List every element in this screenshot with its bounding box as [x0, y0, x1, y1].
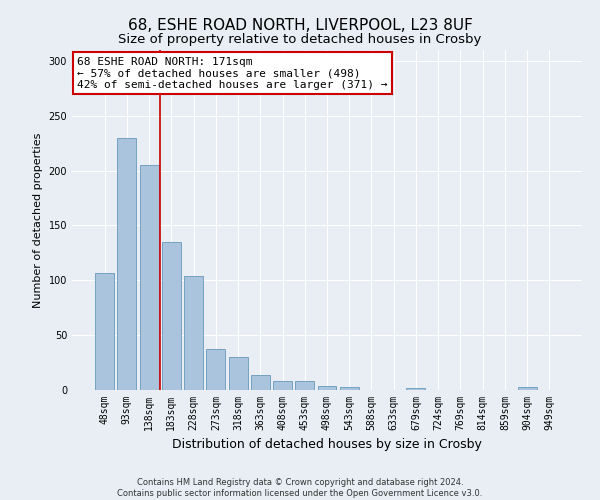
Bar	[406, 388, 425, 390]
Bar	[295, 381, 314, 390]
Bar	[162, 242, 181, 390]
Bar	[251, 374, 270, 390]
Text: Contains HM Land Registry data © Crown copyright and database right 2024.
Contai: Contains HM Land Registry data © Crown c…	[118, 478, 482, 498]
Bar	[518, 386, 536, 390]
Bar	[273, 381, 292, 390]
Bar	[140, 165, 158, 390]
Bar	[206, 350, 225, 390]
Bar	[118, 138, 136, 390]
Bar	[184, 276, 203, 390]
Text: Size of property relative to detached houses in Crosby: Size of property relative to detached ho…	[118, 32, 482, 46]
Text: 68, ESHE ROAD NORTH, LIVERPOOL, L23 8UF: 68, ESHE ROAD NORTH, LIVERPOOL, L23 8UF	[128, 18, 472, 32]
Bar	[229, 357, 248, 390]
Bar	[340, 386, 359, 390]
Y-axis label: Number of detached properties: Number of detached properties	[33, 132, 43, 308]
Bar	[317, 386, 337, 390]
X-axis label: Distribution of detached houses by size in Crosby: Distribution of detached houses by size …	[172, 438, 482, 452]
Bar	[95, 272, 114, 390]
Text: 68 ESHE ROAD NORTH: 171sqm
← 57% of detached houses are smaller (498)
42% of sem: 68 ESHE ROAD NORTH: 171sqm ← 57% of deta…	[77, 57, 388, 90]
